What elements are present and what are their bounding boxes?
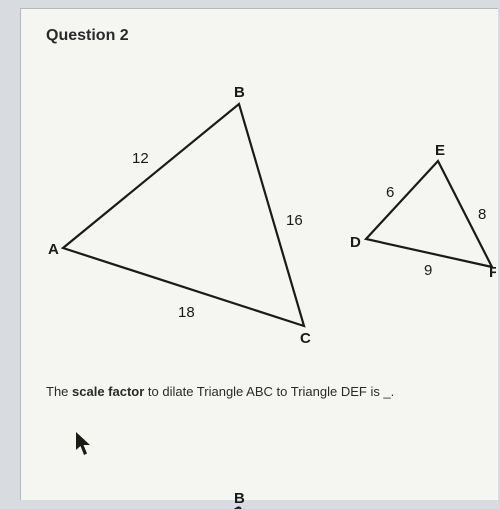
page-surface: Question 2 A B C 12 16 18 D E F 6 8 9 Th… — [20, 8, 498, 500]
next-figure-peek: B — [46, 457, 496, 509]
side-label-ac: 18 — [178, 304, 195, 321]
vertex-label-f: F — [489, 264, 496, 281]
vertex-label-a: A — [48, 241, 59, 258]
statement-prefix: The — [46, 384, 72, 399]
vertex-label-d: D — [350, 234, 361, 251]
vertex-label-c: C — [300, 330, 311, 347]
peek-vertex-label-b: B — [234, 490, 245, 507]
vertex-label-e: E — [435, 142, 445, 159]
statement-bold: scale factor — [72, 384, 144, 399]
statement-tail: to dilate Triangle ABC to Triangle DEF i… — [144, 384, 394, 399]
side-label-df: 9 — [424, 262, 432, 279]
triangle-def — [366, 161, 492, 267]
side-label-de: 6 — [386, 184, 394, 201]
question-statement: The scale factor to dilate Triangle ABC … — [46, 384, 394, 399]
question-heading: Question 2 — [46, 27, 129, 45]
triangle-abc — [63, 104, 304, 326]
side-label-ef: 8 — [478, 206, 486, 223]
side-label-ab: 12 — [132, 150, 149, 167]
cursor-icon — [75, 431, 93, 457]
vertex-label-b: B — [234, 84, 245, 101]
side-label-bc: 16 — [286, 212, 303, 229]
triangles-figure: A B C 12 16 18 D E F 6 8 9 — [46, 69, 496, 359]
